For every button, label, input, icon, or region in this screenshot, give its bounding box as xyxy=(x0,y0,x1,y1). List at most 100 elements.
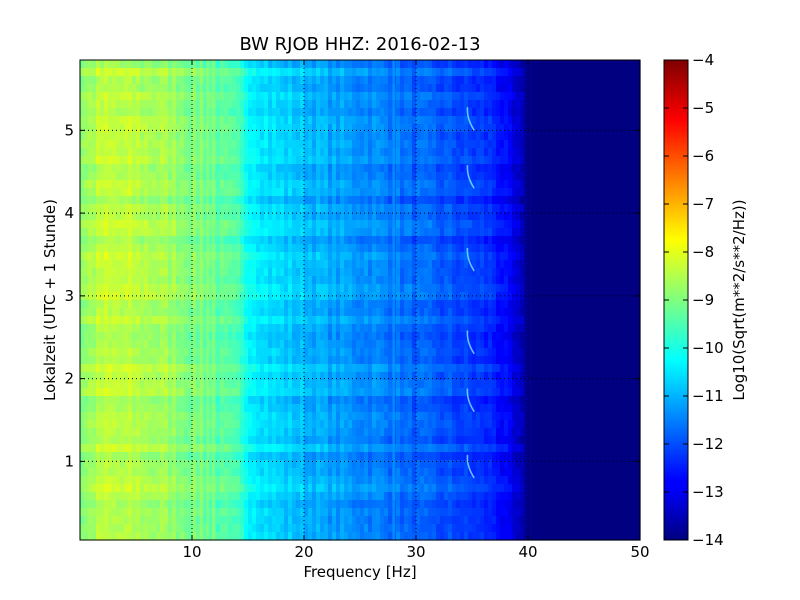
heatmap-cell xyxy=(428,324,433,333)
heatmap-cell xyxy=(612,196,617,205)
heatmap-cell xyxy=(616,316,621,325)
heatmap-cell xyxy=(448,340,453,349)
heatmap-cell xyxy=(384,100,389,109)
heatmap-cell xyxy=(412,316,417,325)
heatmap-cell xyxy=(172,204,177,213)
heatmap-cell xyxy=(600,228,605,237)
heatmap-cell xyxy=(228,308,233,317)
heatmap-cell xyxy=(96,116,101,125)
heatmap-cell xyxy=(168,332,173,341)
heatmap-cell xyxy=(104,236,109,245)
heatmap-cell xyxy=(272,180,277,189)
heatmap-cell xyxy=(536,92,541,101)
heatmap-cell xyxy=(280,172,285,181)
heatmap-cell xyxy=(300,204,305,213)
heatmap-cell xyxy=(416,324,421,333)
heatmap-cell xyxy=(140,228,145,237)
heatmap-cell xyxy=(88,204,93,213)
heatmap-cell xyxy=(300,164,305,173)
heatmap-cell xyxy=(428,212,433,221)
heatmap-cell xyxy=(388,292,393,301)
heatmap-cell xyxy=(352,292,357,301)
heatmap-cell xyxy=(312,84,317,93)
heatmap-cell xyxy=(276,300,281,309)
heatmap-cell xyxy=(296,204,301,213)
heatmap-cell xyxy=(112,108,117,117)
heatmap-cell xyxy=(372,100,377,109)
heatmap-cell xyxy=(556,76,561,85)
heatmap-cell xyxy=(324,308,329,317)
heatmap-cell xyxy=(172,260,177,269)
heatmap-cell xyxy=(160,324,165,333)
heatmap-cell xyxy=(400,84,405,93)
heatmap-cell xyxy=(460,284,465,293)
heatmap-cell xyxy=(540,100,545,109)
heatmap-cell xyxy=(420,260,425,269)
heatmap-cell xyxy=(468,68,473,77)
heatmap-cell xyxy=(340,308,345,317)
heatmap-cell xyxy=(136,76,141,85)
heatmap-cell xyxy=(312,180,317,189)
heatmap-cell xyxy=(164,212,169,221)
heatmap-cell xyxy=(256,284,261,293)
heatmap-cell xyxy=(612,300,617,309)
heatmap-cell xyxy=(296,292,301,301)
heatmap-cell xyxy=(344,220,349,229)
heatmap-cell xyxy=(112,268,117,277)
heatmap-cell xyxy=(588,132,593,141)
heatmap-cell xyxy=(508,308,513,317)
heatmap-cell xyxy=(196,148,201,157)
heatmap-cell xyxy=(408,92,413,101)
heatmap-cell xyxy=(332,316,337,325)
heatmap-cell xyxy=(592,308,597,317)
heatmap-cell xyxy=(480,308,485,317)
heatmap-cell xyxy=(316,76,321,85)
heatmap-cell xyxy=(240,228,245,237)
heatmap-cell xyxy=(292,268,297,277)
heatmap-cell xyxy=(564,60,569,69)
heatmap-cell xyxy=(124,220,129,229)
heatmap-cell xyxy=(536,188,541,197)
heatmap-cell xyxy=(176,148,181,157)
heatmap-cell xyxy=(136,332,141,341)
heatmap-cell xyxy=(496,292,501,301)
heatmap-cell xyxy=(428,116,433,125)
heatmap-cell xyxy=(624,60,629,69)
heatmap-cell xyxy=(256,124,261,133)
heatmap-cell xyxy=(372,252,377,261)
heatmap-cell xyxy=(448,116,453,125)
heatmap-cell xyxy=(248,140,253,149)
heatmap-cell xyxy=(188,196,193,205)
heatmap-cell xyxy=(276,196,281,205)
heatmap-cell xyxy=(488,100,493,109)
heatmap-cell xyxy=(164,76,169,85)
heatmap-cell xyxy=(388,68,393,77)
heatmap-cell xyxy=(84,68,89,77)
heatmap-cell xyxy=(120,124,125,133)
heatmap-cell xyxy=(92,140,97,149)
heatmap-cell xyxy=(192,76,197,85)
heatmap-cell xyxy=(520,124,525,133)
heatmap-cell xyxy=(156,92,161,101)
heatmap-cell xyxy=(588,84,593,93)
heatmap-cell xyxy=(272,148,277,157)
heatmap-cell xyxy=(184,132,189,141)
heatmap-cell xyxy=(220,244,225,253)
heatmap-cell xyxy=(496,316,501,325)
heatmap-cell xyxy=(616,132,621,141)
heatmap-cell xyxy=(96,148,101,157)
heatmap-cell xyxy=(400,196,405,205)
heatmap-cell xyxy=(636,212,641,221)
heatmap-cell xyxy=(460,164,465,173)
heatmap-cell xyxy=(408,212,413,221)
heatmap-cell xyxy=(268,324,273,333)
heatmap-cell xyxy=(300,324,305,333)
heatmap-cell xyxy=(180,116,185,125)
heatmap-cell xyxy=(232,188,237,197)
heatmap-cell xyxy=(388,124,393,133)
heatmap-cell xyxy=(612,332,617,341)
heatmap-cell xyxy=(492,76,497,85)
heatmap-cell xyxy=(328,308,333,317)
heatmap-cell xyxy=(312,228,317,237)
heatmap-cell xyxy=(244,212,249,221)
